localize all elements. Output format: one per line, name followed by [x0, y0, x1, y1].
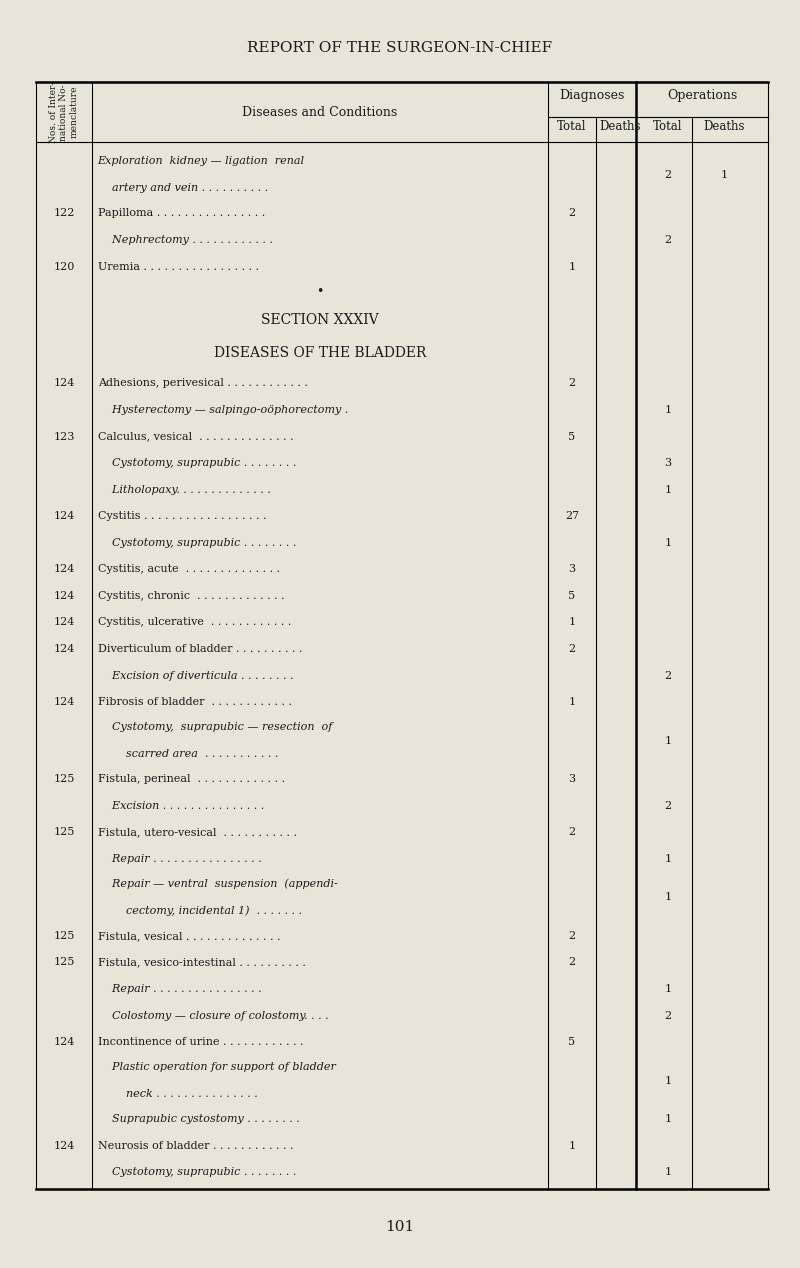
Text: 125: 125 — [54, 775, 74, 784]
Text: Cystitis . . . . . . . . . . . . . . . . . .: Cystitis . . . . . . . . . . . . . . . .… — [98, 511, 266, 521]
Text: 2: 2 — [569, 208, 575, 218]
Text: 125: 125 — [54, 957, 74, 967]
Text: Cystitis, acute  . . . . . . . . . . . . . .: Cystitis, acute . . . . . . . . . . . . … — [98, 564, 280, 574]
Text: Operations: Operations — [667, 89, 737, 103]
Text: Deaths: Deaths — [599, 120, 641, 133]
Text: Cystotomy, suprapubic . . . . . . . .: Cystotomy, suprapubic . . . . . . . . — [98, 458, 296, 468]
Text: 1: 1 — [665, 1115, 671, 1125]
Text: 122: 122 — [54, 208, 74, 218]
Text: 27: 27 — [565, 511, 579, 521]
Text: 1: 1 — [569, 697, 575, 708]
Text: REPORT OF THE SURGEON-IN-CHIEF: REPORT OF THE SURGEON-IN-CHIEF — [247, 41, 553, 56]
Text: DISEASES OF THE BLADDER: DISEASES OF THE BLADDER — [214, 346, 426, 360]
Text: 2: 2 — [665, 1011, 671, 1021]
Text: 1: 1 — [665, 538, 671, 548]
Text: Suprapubic cystostomy . . . . . . . .: Suprapubic cystostomy . . . . . . . . — [98, 1115, 299, 1125]
Text: Fistula, utero-vesical  . . . . . . . . . . .: Fistula, utero-vesical . . . . . . . . .… — [98, 827, 297, 837]
Text: 1: 1 — [665, 853, 671, 864]
Text: Total: Total — [558, 120, 586, 133]
Text: 1: 1 — [665, 404, 671, 415]
Text: 124: 124 — [54, 564, 74, 574]
Text: 1: 1 — [569, 261, 575, 271]
Text: scarred area  . . . . . . . . . . .: scarred area . . . . . . . . . . . — [98, 749, 278, 760]
Text: 1: 1 — [569, 1141, 575, 1151]
Text: 120: 120 — [54, 261, 74, 271]
Text: 1: 1 — [665, 1168, 671, 1177]
Text: 1: 1 — [665, 984, 671, 994]
Text: Excision of diverticula . . . . . . . .: Excision of diverticula . . . . . . . . — [98, 671, 293, 681]
Text: Repair — ventral  suspension  (appendi-: Repair — ventral suspension (appendi- — [98, 879, 338, 889]
Text: Fistula, vesical . . . . . . . . . . . . . .: Fistula, vesical . . . . . . . . . . . .… — [98, 931, 280, 941]
Text: 3: 3 — [569, 564, 575, 574]
Text: Fibrosis of bladder  . . . . . . . . . . . .: Fibrosis of bladder . . . . . . . . . . … — [98, 697, 292, 708]
Text: 2: 2 — [569, 931, 575, 941]
Text: 3: 3 — [569, 775, 575, 784]
Text: 2: 2 — [665, 235, 671, 245]
Text: Fistula, vesico-intestinal . . . . . . . . . .: Fistula, vesico-intestinal . . . . . . .… — [98, 957, 306, 967]
Text: artery and vein . . . . . . . . . .: artery and vein . . . . . . . . . . — [98, 184, 268, 194]
Text: 1: 1 — [665, 893, 671, 903]
Text: 5: 5 — [569, 431, 575, 441]
Text: neck . . . . . . . . . . . . . . .: neck . . . . . . . . . . . . . . . — [98, 1089, 258, 1099]
Text: Hysterectomy — salpingo-oöphorectomy .: Hysterectomy — salpingo-oöphorectomy . — [98, 404, 348, 415]
Text: SECTION XXXIV: SECTION XXXIV — [261, 313, 379, 327]
Text: Diagnoses: Diagnoses — [559, 89, 625, 103]
Text: Fistula, perineal  . . . . . . . . . . . . .: Fistula, perineal . . . . . . . . . . . … — [98, 775, 285, 784]
Text: Adhesions, perivesical . . . . . . . . . . . .: Adhesions, perivesical . . . . . . . . .… — [98, 378, 307, 388]
Text: Litholopaxy. . . . . . . . . . . . . .: Litholopaxy. . . . . . . . . . . . . . — [98, 484, 270, 495]
Text: 3: 3 — [665, 458, 671, 468]
Text: 124: 124 — [54, 697, 74, 708]
Text: 2: 2 — [665, 671, 671, 681]
Text: 2: 2 — [569, 827, 575, 837]
Text: 124: 124 — [54, 644, 74, 654]
Text: Nephrectomy . . . . . . . . . . . .: Nephrectomy . . . . . . . . . . . . — [98, 235, 273, 245]
Text: Diverticulum of bladder . . . . . . . . . .: Diverticulum of bladder . . . . . . . . … — [98, 644, 302, 654]
Text: 2: 2 — [569, 378, 575, 388]
Text: Excision . . . . . . . . . . . . . . .: Excision . . . . . . . . . . . . . . . — [98, 800, 264, 810]
Text: 1: 1 — [569, 618, 575, 628]
Text: 1: 1 — [665, 1075, 671, 1085]
Text: 2: 2 — [569, 644, 575, 654]
Text: Cystotomy, suprapubic . . . . . . . .: Cystotomy, suprapubic . . . . . . . . — [98, 1168, 296, 1177]
Text: 1: 1 — [665, 735, 671, 746]
Text: 2: 2 — [665, 800, 671, 810]
Text: 2: 2 — [665, 170, 671, 180]
Text: 124: 124 — [54, 1037, 74, 1047]
Text: Uremia . . . . . . . . . . . . . . . . .: Uremia . . . . . . . . . . . . . . . . . — [98, 261, 258, 271]
Text: Repair . . . . . . . . . . . . . . . .: Repair . . . . . . . . . . . . . . . . — [98, 984, 262, 994]
Text: 125: 125 — [54, 931, 74, 941]
Text: 123: 123 — [54, 431, 74, 441]
Text: Cystotomy,  suprapubic — resection  of: Cystotomy, suprapubic — resection of — [98, 721, 332, 732]
Text: 101: 101 — [386, 1220, 414, 1235]
Text: 124: 124 — [54, 378, 74, 388]
Text: Neurosis of bladder . . . . . . . . . . . .: Neurosis of bladder . . . . . . . . . . … — [98, 1141, 293, 1151]
Text: 124: 124 — [54, 591, 74, 601]
Text: Repair . . . . . . . . . . . . . . . .: Repair . . . . . . . . . . . . . . . . — [98, 853, 262, 864]
Text: 2: 2 — [569, 957, 575, 967]
Text: 124: 124 — [54, 618, 74, 628]
Text: 124: 124 — [54, 511, 74, 521]
Text: Incontinence of urine . . . . . . . . . . . .: Incontinence of urine . . . . . . . . . … — [98, 1037, 303, 1047]
Text: 1: 1 — [665, 484, 671, 495]
Text: 125: 125 — [54, 827, 74, 837]
Text: Deaths: Deaths — [703, 120, 745, 133]
Text: Total: Total — [654, 120, 682, 133]
Text: Diseases and Conditions: Diseases and Conditions — [242, 105, 398, 119]
Text: Nos. of Inter-
national No-
menclature: Nos. of Inter- national No- menclature — [49, 81, 79, 143]
Text: •: • — [316, 285, 324, 298]
Text: Calculus, vesical  . . . . . . . . . . . . . .: Calculus, vesical . . . . . . . . . . . … — [98, 431, 294, 441]
Text: 5: 5 — [569, 591, 575, 601]
Text: Cystotomy, suprapubic . . . . . . . .: Cystotomy, suprapubic . . . . . . . . — [98, 538, 296, 548]
Text: 1: 1 — [721, 170, 727, 180]
Text: Cystitis, ulcerative  . . . . . . . . . . . .: Cystitis, ulcerative . . . . . . . . . .… — [98, 618, 291, 628]
Text: Plastic operation for support of bladder: Plastic operation for support of bladder — [98, 1063, 335, 1071]
Text: Exploration  kidney — ligation  renal: Exploration kidney — ligation renal — [98, 156, 305, 166]
Text: cectomy, incidental 1)  . . . . . . .: cectomy, incidental 1) . . . . . . . — [98, 905, 302, 917]
Text: Cystitis, chronic  . . . . . . . . . . . . .: Cystitis, chronic . . . . . . . . . . . … — [98, 591, 284, 601]
Text: Colostomy — closure of colostomy. . . .: Colostomy — closure of colostomy. . . . — [98, 1011, 328, 1021]
Text: Papilloma . . . . . . . . . . . . . . . .: Papilloma . . . . . . . . . . . . . . . … — [98, 208, 265, 218]
Text: 124: 124 — [54, 1141, 74, 1151]
Text: 5: 5 — [569, 1037, 575, 1047]
